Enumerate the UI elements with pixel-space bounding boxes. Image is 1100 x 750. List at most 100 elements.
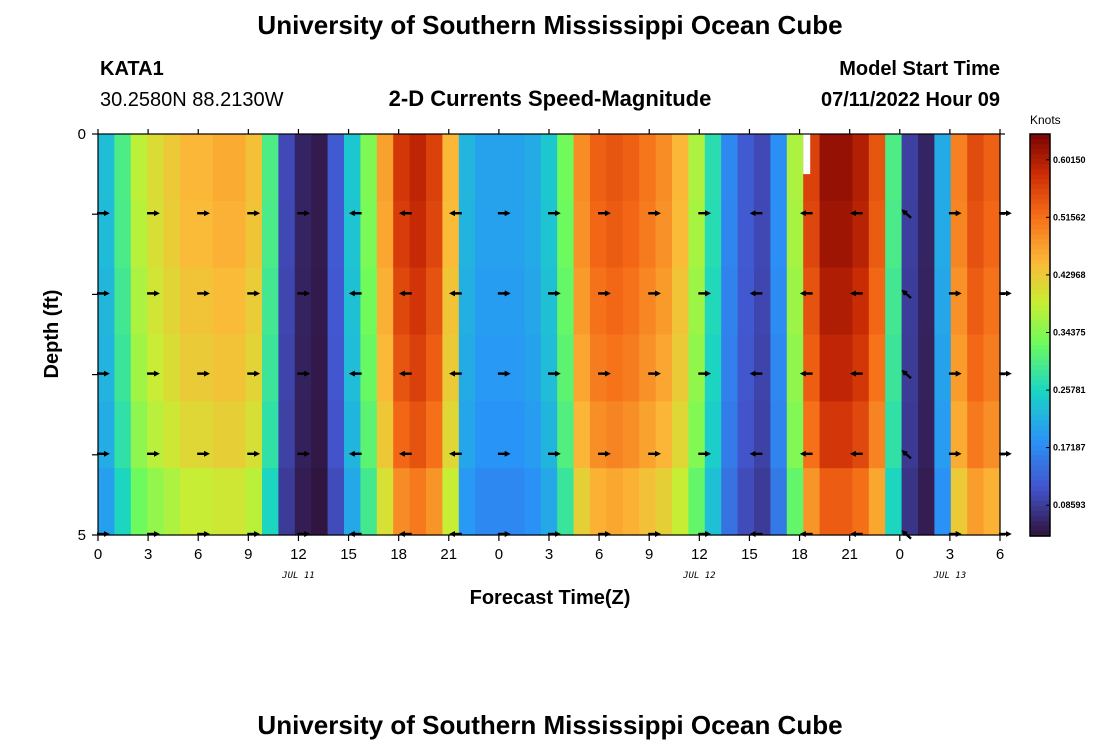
colorbar-segment [1030, 239, 1050, 246]
heatmap-cell [852, 334, 870, 402]
heatmap-cell [803, 267, 821, 336]
heatmap-cell [508, 334, 525, 402]
heatmap-cell [475, 200, 493, 269]
heatmap-cell [852, 267, 870, 336]
x-tick-label: 12 [290, 546, 307, 563]
heatmap-cell [458, 267, 476, 336]
heatmap-cell [737, 134, 755, 202]
heatmap-cell [950, 200, 968, 269]
heatmap-cell [196, 200, 214, 269]
colorbar-segment [1030, 259, 1050, 266]
heatmap-cell [622, 401, 640, 469]
heatmap-cell [803, 468, 821, 536]
x-tick-label: 18 [791, 546, 808, 563]
x-tick-label: 3 [545, 546, 553, 563]
colorbar-segment [1030, 465, 1050, 472]
x-tick-label: 6 [996, 546, 1004, 563]
heatmap-cell [836, 200, 853, 269]
heatmap-cell [458, 200, 476, 269]
heatmap-cell [721, 200, 739, 269]
heatmap-cell [918, 267, 935, 336]
colorbar-segment [1030, 385, 1050, 391]
colorbar-segment [1030, 520, 1050, 527]
colorbar-segment [1030, 324, 1050, 331]
heatmap-cell [540, 401, 558, 469]
colorbar-segment [1030, 525, 1050, 532]
heatmap-cell [409, 468, 427, 536]
heatmap-cell [721, 334, 739, 402]
heatmap-cell [672, 401, 689, 469]
heatmap-cell [147, 468, 165, 536]
heatmap-cell [770, 134, 788, 202]
colorbar-segment [1030, 340, 1050, 346]
heatmap-cell [852, 200, 870, 269]
heatmap-cell [819, 134, 837, 202]
colorbar-tick-label: 0.51562 [1053, 212, 1086, 222]
colorbar-segment [1030, 475, 1050, 482]
heatmap-cell [721, 468, 739, 536]
heatmap-cell [393, 401, 411, 469]
heatmap-cell [655, 401, 673, 469]
x-tick-label: 0 [495, 546, 503, 563]
heatmap-cell [967, 334, 985, 402]
heatmap-cell [130, 401, 148, 469]
heatmap-cell [770, 267, 788, 336]
heatmap-cell [786, 200, 804, 269]
heatmap-cell [212, 267, 230, 336]
heatmap-cell [688, 401, 706, 469]
heatmap-cell [393, 267, 411, 336]
heatmap-cell [180, 401, 197, 469]
heatmap-cell [950, 134, 968, 202]
heatmap-cell [885, 468, 903, 536]
heatmap-cell [180, 468, 197, 536]
heatmap-cell [262, 468, 279, 536]
heatmap-cell [458, 334, 476, 402]
heatmap-cell [557, 468, 575, 536]
heatmap-cell [426, 401, 443, 469]
x-tick-label: 15 [340, 546, 357, 563]
colorbar-segment [1030, 269, 1050, 276]
colorbar-segment [1030, 460, 1050, 467]
heatmap-cell [819, 267, 837, 336]
heatmap-cell [98, 334, 115, 402]
heatmap-cell [786, 134, 804, 202]
colorbar-segment [1030, 480, 1050, 487]
heatmap-cell [639, 334, 657, 402]
heatmap-cell [704, 468, 722, 536]
heatmap-cell [311, 401, 329, 469]
heatmap-cell [606, 468, 624, 536]
heatmap-cell [786, 401, 804, 469]
colorbar-segment [1030, 319, 1050, 326]
heatmap-cell [163, 401, 181, 469]
heatmap-cell [573, 468, 591, 536]
current-arrow [901, 450, 912, 460]
heatmap-cell [721, 267, 739, 336]
colorbar-tick-label: 0.17187 [1053, 443, 1086, 453]
heatmap-cell [983, 134, 1001, 202]
colorbar-segment [1030, 134, 1050, 140]
model-start-label: Model Start Time [839, 58, 1000, 80]
heatmap-cell [967, 401, 985, 469]
heatmap-cell [655, 200, 673, 269]
heatmap-cell [524, 468, 542, 536]
heatmap-cell [590, 334, 607, 402]
model-start-time: 07/11/2022 Hour 09 [821, 89, 1000, 111]
x-axis-label: Forecast Time(Z) [470, 587, 631, 609]
colorbar-segment [1030, 284, 1050, 291]
heatmap-cell [360, 401, 378, 469]
heatmap-cell [360, 334, 378, 402]
heatmap-cell [836, 401, 853, 469]
colorbar-segment [1030, 455, 1050, 462]
heatmap-cell [868, 267, 886, 336]
colorbar-segment [1030, 199, 1050, 205]
colorbar-segment [1030, 370, 1050, 376]
heatmap-cell [704, 200, 722, 269]
heatmap-cell [770, 200, 788, 269]
heatmap-cell [540, 267, 558, 336]
heatmap-cell [327, 468, 345, 536]
heatmap-cell [163, 267, 181, 336]
colorbar-segment [1030, 254, 1050, 261]
heatmap-cell [967, 134, 985, 202]
colorbar-segment [1030, 234, 1050, 241]
heatmap-cell [950, 267, 968, 336]
